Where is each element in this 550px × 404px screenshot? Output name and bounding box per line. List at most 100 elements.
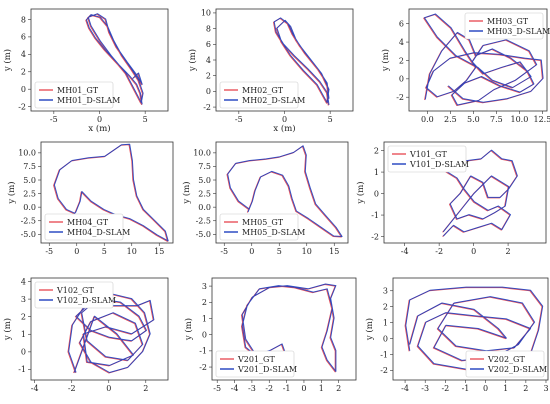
x-tick-label: 0: [301, 384, 306, 393]
x-tick-label: 5.0: [467, 115, 480, 124]
axes-frame: [211, 277, 357, 381]
x-tick-label: -2: [265, 384, 273, 393]
y-axis-label: y (m): [183, 318, 194, 341]
legend-entry: MH01_GT: [57, 86, 99, 95]
y-tick-label: 5.0: [23, 176, 36, 185]
x-tick-label: 2: [143, 384, 148, 393]
x-tick-label: 2.5: [444, 115, 457, 124]
y-tick-label: -5.0: [196, 230, 211, 239]
y-tick-label: 2: [21, 312, 26, 321]
y-tick-label: -5.0: [21, 230, 36, 239]
y-axis-label: y (m): [2, 318, 13, 341]
legend-entry: MH05_GT: [242, 218, 284, 227]
x-tick-label: 5: [143, 115, 148, 124]
y-tick-label: 2.5: [198, 189, 211, 198]
y-tick-label: 2: [206, 71, 211, 80]
chart-panel-4: -5 0 5 10 15 -5.0 -2.5 0.0 2.5 5.0 7.5 10.0 y (m) MH0…: [6, 141, 174, 256]
series-line-dslam: [86, 13, 144, 105]
legend-entry: MH05_D-SLAM: [242, 228, 305, 237]
x-tick-label: -5: [235, 115, 243, 124]
y-tick-label: 4: [206, 56, 211, 65]
legend-entry: MH03_D-SLAM: [487, 27, 550, 36]
legend-box: [219, 213, 299, 241]
series-line-dslam: [273, 17, 330, 106]
chart-panel-3: 0.0 2.5 5.0 7.5 10.0 12.5 -2 0 2 4 6 y (m) MH03_GTMH…: [380, 8, 550, 124]
legend-entry: V201_GT: [237, 355, 275, 364]
y-tick-label: -1: [371, 211, 379, 220]
y-tick-label: 6: [21, 33, 26, 42]
legend-entry: MH03_GT: [487, 17, 529, 26]
legend-entry: V101_D-SLAM: [409, 160, 469, 169]
y-tick-label: 0.0: [23, 203, 36, 212]
x-tick-label: -4: [401, 247, 409, 256]
x-tick-label: -4: [31, 384, 39, 393]
series-line-dslam: [227, 145, 343, 237]
x-tick-label: -5: [45, 247, 53, 256]
y-axis-label: y (m): [187, 49, 198, 72]
y-tick-label: 2: [399, 56, 404, 65]
x-tick-label: -5: [220, 247, 228, 256]
legend-entry: V101_GT: [409, 150, 447, 159]
y-tick-label: 1: [202, 314, 207, 323]
y-tick-label: 0: [399, 75, 404, 84]
x-tick-label: 0: [97, 115, 102, 124]
chart-panel-2: -5 0 5 -2 0 2 4 6 8 10 x (m) y (m) MH02_GTMH02_D-SLA…: [187, 8, 354, 134]
x-tick-label: 0: [483, 384, 488, 393]
y-tick-label: -2.5: [21, 217, 36, 226]
y-tick-label: 6: [399, 20, 404, 29]
y-tick-label: -2: [371, 232, 379, 241]
legend-box: [219, 81, 299, 109]
y-tick-label: -2: [18, 102, 26, 111]
x-tick-label: 10: [127, 247, 137, 256]
x-tick-label: -2: [435, 247, 443, 256]
x-tick-label: -1: [283, 384, 291, 393]
chart-panel-8: -5 -4 -3 -2 -1 0 1 2 -2 -1 0 1 2 3 y (m) V201_GTV201_D-…: [183, 277, 357, 393]
y-tick-label: 3: [202, 282, 207, 291]
y-axis-label: y (m): [364, 318, 375, 341]
y-tick-label: 0: [383, 334, 388, 343]
y-tick-label: 0.0: [198, 203, 211, 212]
legend-box: [387, 145, 467, 173]
y-axis-label: y (m): [181, 181, 192, 204]
legend-entry: V202_GT: [487, 355, 525, 364]
x-tick-label: 0: [106, 384, 111, 393]
legend-entry: MH02_D-SLAM: [242, 96, 305, 105]
x-tick-label: 5: [277, 247, 282, 256]
x-tick-label: -5: [213, 384, 221, 393]
y-tick-label: 10.0: [18, 149, 36, 158]
x-tick-label: 15: [154, 247, 164, 256]
y-tick-label: 10.0: [193, 149, 211, 158]
y-tick-label: 2: [383, 302, 388, 311]
x-tick-label: 1: [319, 384, 324, 393]
y-tick-label: 0: [21, 348, 26, 357]
y-tick-label: 4: [21, 277, 26, 286]
x-tick-label: 0: [249, 247, 254, 256]
y-tick-label: 4: [399, 38, 404, 47]
axes-frame: [383, 141, 547, 244]
y-tick-label: 2.5: [23, 189, 36, 198]
y-axis-label: y (m): [2, 49, 13, 72]
y-tick-label: 4: [21, 50, 26, 59]
x-tick-label: 10: [302, 247, 312, 256]
y-tick-label: -1: [380, 350, 388, 359]
x-tick-label: -4: [401, 384, 409, 393]
legend-box: [44, 213, 124, 241]
x-tick-label: 0.0: [421, 115, 434, 124]
legend-box: [34, 281, 114, 309]
x-tick-label: 5: [102, 247, 107, 256]
x-tick-label: -3: [248, 384, 256, 393]
y-tick-label: -1: [18, 365, 26, 374]
y-tick-label: -2: [203, 103, 211, 112]
y-tick-label: 8: [206, 24, 211, 33]
x-tick-label: 2: [336, 384, 341, 393]
y-tick-label: 2: [202, 298, 207, 307]
y-tick-label: 10: [201, 9, 211, 18]
x-tick-label: 0: [74, 247, 79, 256]
